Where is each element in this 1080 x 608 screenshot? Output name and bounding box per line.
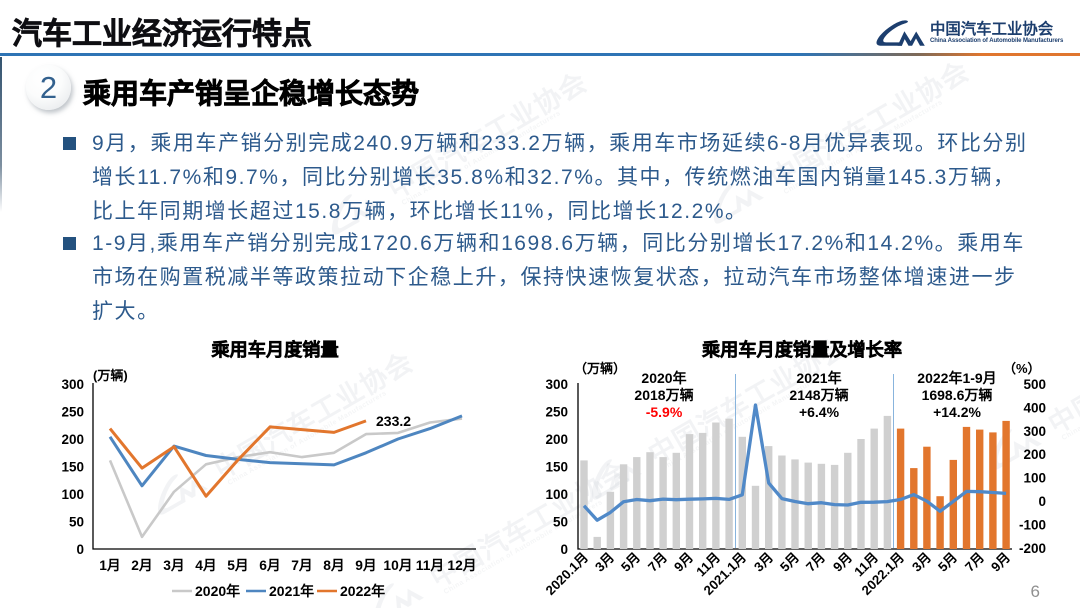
svg-text:9月: 9月 xyxy=(355,558,376,573)
svg-text:300: 300 xyxy=(1023,424,1046,439)
svg-text:乘用车月度销量: 乘用车月度销量 xyxy=(210,339,338,360)
svg-text:2020年: 2020年 xyxy=(195,583,240,599)
svg-text:（%）: （%） xyxy=(1003,361,1041,376)
svg-text:250: 250 xyxy=(61,405,84,420)
svg-text:7月: 7月 xyxy=(645,550,670,575)
svg-text:9月: 9月 xyxy=(671,550,696,575)
svg-text:0: 0 xyxy=(76,542,84,557)
svg-text:2022年: 2022年 xyxy=(340,583,385,599)
svg-text:0: 0 xyxy=(1038,494,1046,509)
svg-text:300: 300 xyxy=(61,377,84,392)
svg-text:150: 150 xyxy=(545,460,568,475)
svg-text:200: 200 xyxy=(1023,447,1046,462)
svg-text:2021年: 2021年 xyxy=(269,583,314,599)
svg-text:12月: 12月 xyxy=(447,558,476,573)
svg-text:100: 100 xyxy=(61,487,84,502)
svg-text:3月: 3月 xyxy=(751,550,776,575)
svg-text:9月: 9月 xyxy=(830,550,855,575)
svg-text:5月: 5月 xyxy=(227,558,248,573)
svg-text:3月: 3月 xyxy=(909,550,934,575)
svg-text:乘用车月度销量及增长率: 乘用车月度销量及增长率 xyxy=(701,339,902,360)
svg-text:3月: 3月 xyxy=(592,550,617,575)
svg-text:2148万辆: 2148万辆 xyxy=(789,387,848,403)
svg-text:2020年: 2020年 xyxy=(641,370,686,386)
svg-text:11月: 11月 xyxy=(416,558,444,573)
svg-text:-100: -100 xyxy=(1019,518,1046,533)
svg-text:（万辆）: （万辆） xyxy=(574,361,626,376)
svg-text:2021年: 2021年 xyxy=(796,370,841,386)
svg-text:2月: 2月 xyxy=(131,558,152,573)
svg-text:300: 300 xyxy=(545,377,568,392)
svg-text:400: 400 xyxy=(1023,400,1046,415)
svg-text:6月: 6月 xyxy=(259,558,280,573)
svg-text:-5.9%: -5.9% xyxy=(646,404,683,420)
svg-text:10月: 10月 xyxy=(383,558,412,573)
svg-text:-200: -200 xyxy=(1019,541,1046,556)
svg-text:233.2: 233.2 xyxy=(376,413,411,429)
svg-text:9月: 9月 xyxy=(988,550,1013,575)
svg-text:8月: 8月 xyxy=(323,558,344,573)
svg-text:5月: 5月 xyxy=(777,550,802,575)
svg-text:50: 50 xyxy=(553,515,568,530)
svg-text:+14.2%: +14.2% xyxy=(933,404,981,420)
svg-text:2022年1-9月: 2022年1-9月 xyxy=(917,370,996,386)
svg-text:7月: 7月 xyxy=(962,550,987,575)
svg-text:0: 0 xyxy=(560,542,568,557)
svg-text:3月: 3月 xyxy=(163,558,184,573)
svg-text:150: 150 xyxy=(61,460,84,475)
svg-text:+6.4%: +6.4% xyxy=(799,404,840,420)
svg-text:4月: 4月 xyxy=(195,558,216,573)
svg-text:5月: 5月 xyxy=(935,550,960,575)
svg-text:200: 200 xyxy=(545,432,568,447)
svg-text:200: 200 xyxy=(61,432,84,447)
svg-text:50: 50 xyxy=(69,515,84,530)
svg-text:7月: 7月 xyxy=(291,558,312,573)
svg-text:100: 100 xyxy=(545,487,568,502)
svg-text:1698.6万辆: 1698.6万辆 xyxy=(922,387,993,403)
svg-text:500: 500 xyxy=(1023,377,1046,392)
svg-text:1月: 1月 xyxy=(99,558,120,573)
svg-text:250: 250 xyxy=(545,405,568,420)
svg-text:2018万辆: 2018万辆 xyxy=(634,387,693,403)
svg-text:7月: 7月 xyxy=(803,550,828,575)
svg-text:100: 100 xyxy=(1023,471,1046,486)
svg-text:5月: 5月 xyxy=(618,550,643,575)
svg-text:(万辆): (万辆) xyxy=(93,368,128,383)
